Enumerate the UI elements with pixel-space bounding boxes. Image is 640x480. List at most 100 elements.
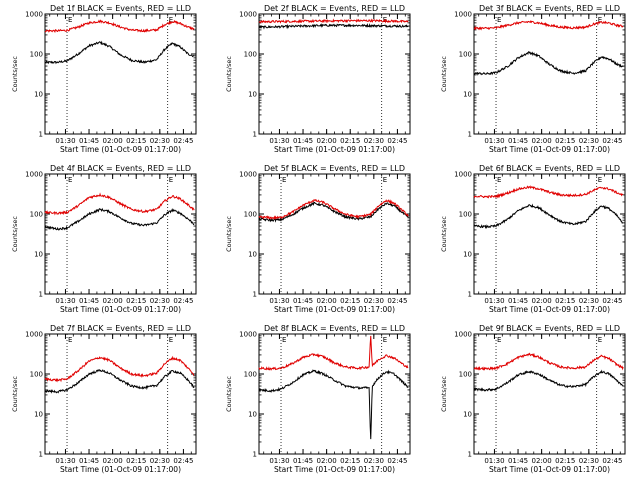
y-tick-label: 10 [34,411,43,419]
event-marker-label: E [282,336,286,344]
y-tick-label: 1000 [454,331,472,339]
y-tick-label: 10 [248,251,257,259]
x-tick-label: 01:30 [484,137,504,145]
x-tick-label: 02:45 [602,137,622,145]
x-tick-label: 02:00 [103,457,123,465]
x-tick-label: 02:15 [555,137,575,145]
y-tick-label: 10 [34,91,43,99]
x-tick-label: 02:30 [150,297,170,305]
series-line-lld [473,352,624,371]
x-tick-label: 02:45 [387,457,407,465]
panel-det-7: Det 7f BLACK = Events, RED = LLD 1 10 100 10… [11,324,197,474]
y-tick-label: 100 [459,211,472,219]
series-line-lld [258,18,409,24]
x-tick-label: 02:30 [150,137,170,145]
plot-frame [473,333,626,455]
x-tick-label: 02:30 [579,457,599,465]
panel-det-3: Det 3f BLACK = Events, RED = LLD 1 10 100 10… [440,4,626,154]
y-tick-label: 1000 [454,11,472,19]
y-tick-label: 10 [34,251,43,259]
event-marker-label: E [68,16,72,24]
x-tick-label: 01:30 [55,137,75,145]
series-line-events [258,369,409,440]
x-tick-label: 02:15 [340,137,360,145]
x-tick-label: 02:30 [579,137,599,145]
y-tick-label: 100 [459,371,472,379]
panel-title: Det 2f BLACK = Events, RED = LLD [264,4,405,13]
y-tick-label: 100 [244,371,257,379]
x-tick-label: 02:00 [532,457,552,465]
x-tick-label: 01:45 [79,137,99,145]
x-tick-label: 01:45 [293,297,313,305]
y-tick-label: 1 [39,131,43,139]
series-line-events [473,369,624,392]
x-axis-label: Start Time (01-Oct-09 01:17:00) [274,145,395,154]
panel-det-8: Det 8f BLACK = Events, RED = LLD 1 10 100 10… [225,324,411,474]
event-marker-label: E [169,176,173,184]
y-tick-label: 10 [248,411,257,419]
panel-title: Det 5f BLACK = Events, RED = LLD [264,164,405,173]
x-tick-label: 01:30 [269,297,289,305]
x-tick-label: 02:00 [317,297,337,305]
plot-frame [258,173,411,295]
plot-frame [258,333,411,455]
series-line-lld [44,192,195,216]
panel-title: Det 1f BLACK = Events, RED = LLD [50,4,191,13]
y-axis-label: Counts/sec [440,216,448,252]
y-tick-label: 100 [459,51,472,59]
panel-det-1: Det 1f BLACK = Events, RED = LLD 1 10 100 10… [11,4,197,154]
y-tick-label: 10 [248,91,257,99]
y-tick-label: 1000 [454,171,472,179]
x-tick-label: 01:45 [293,137,313,145]
y-tick-label: 1 [253,451,257,459]
x-tick-label: 01:30 [484,297,504,305]
event-marker-label: E [497,336,501,344]
panel-title: Det 4f BLACK = Events, RED = LLD [50,164,191,173]
y-tick-label: 1000 [239,331,257,339]
event-marker-label: E [169,16,173,24]
event-marker-label: E [68,176,72,184]
y-axis-label: Counts/sec [440,56,448,92]
event-marker-label: E [169,336,173,344]
x-tick-label: 02:30 [364,137,384,145]
x-axis-label: Start Time (01-Oct-09 01:17:00) [60,465,181,474]
x-axis-label: Start Time (01-Oct-09 01:17:00) [274,305,395,314]
plot-frame [44,333,197,455]
y-tick-label: 100 [30,371,43,379]
x-axis-label: Start Time (01-Oct-09 01:17:00) [489,145,610,154]
x-tick-label: 01:45 [508,297,528,305]
event-marker-label: E [497,176,501,184]
x-tick-label: 02:00 [103,137,123,145]
x-tick-label: 02:45 [173,297,193,305]
y-axis-label: Counts/sec [225,56,233,92]
x-tick-label: 02:45 [173,137,193,145]
panel-title: Det 6f BLACK = Events, RED = LLD [479,164,620,173]
event-marker-label: E [282,176,286,184]
y-tick-label: 1 [468,451,472,459]
y-axis-label: Counts/sec [11,56,19,92]
plot-frame [258,13,411,135]
series-line-lld [44,355,195,383]
x-tick-label: 01:30 [269,137,289,145]
x-tick-label: 02:45 [173,457,193,465]
y-tick-label: 1 [39,451,43,459]
x-axis-label: Start Time (01-Oct-09 01:17:00) [489,465,610,474]
event-marker-label: E [598,336,602,344]
y-tick-label: 10 [463,411,472,419]
y-tick-label: 1000 [25,171,43,179]
x-tick-label: 01:45 [508,137,528,145]
panel-title: Det 8f BLACK = Events, RED = LLD [264,324,405,333]
x-tick-label: 02:15 [126,297,146,305]
plot-frame [473,13,626,135]
x-tick-label: 02:45 [602,297,622,305]
series-line-events [258,201,409,223]
x-tick-label: 01:45 [293,457,313,465]
event-marker-label: E [383,176,387,184]
y-tick-label: 1 [253,131,257,139]
panel-title: Det 7f BLACK = Events, RED = LLD [50,324,191,333]
panel-det-9: Det 9f BLACK = Events, RED = LLD 1 10 100 10… [440,324,626,474]
x-tick-label: 02:45 [387,297,407,305]
y-tick-label: 1 [468,291,472,299]
x-tick-label: 02:45 [387,137,407,145]
x-tick-label: 02:00 [532,297,552,305]
